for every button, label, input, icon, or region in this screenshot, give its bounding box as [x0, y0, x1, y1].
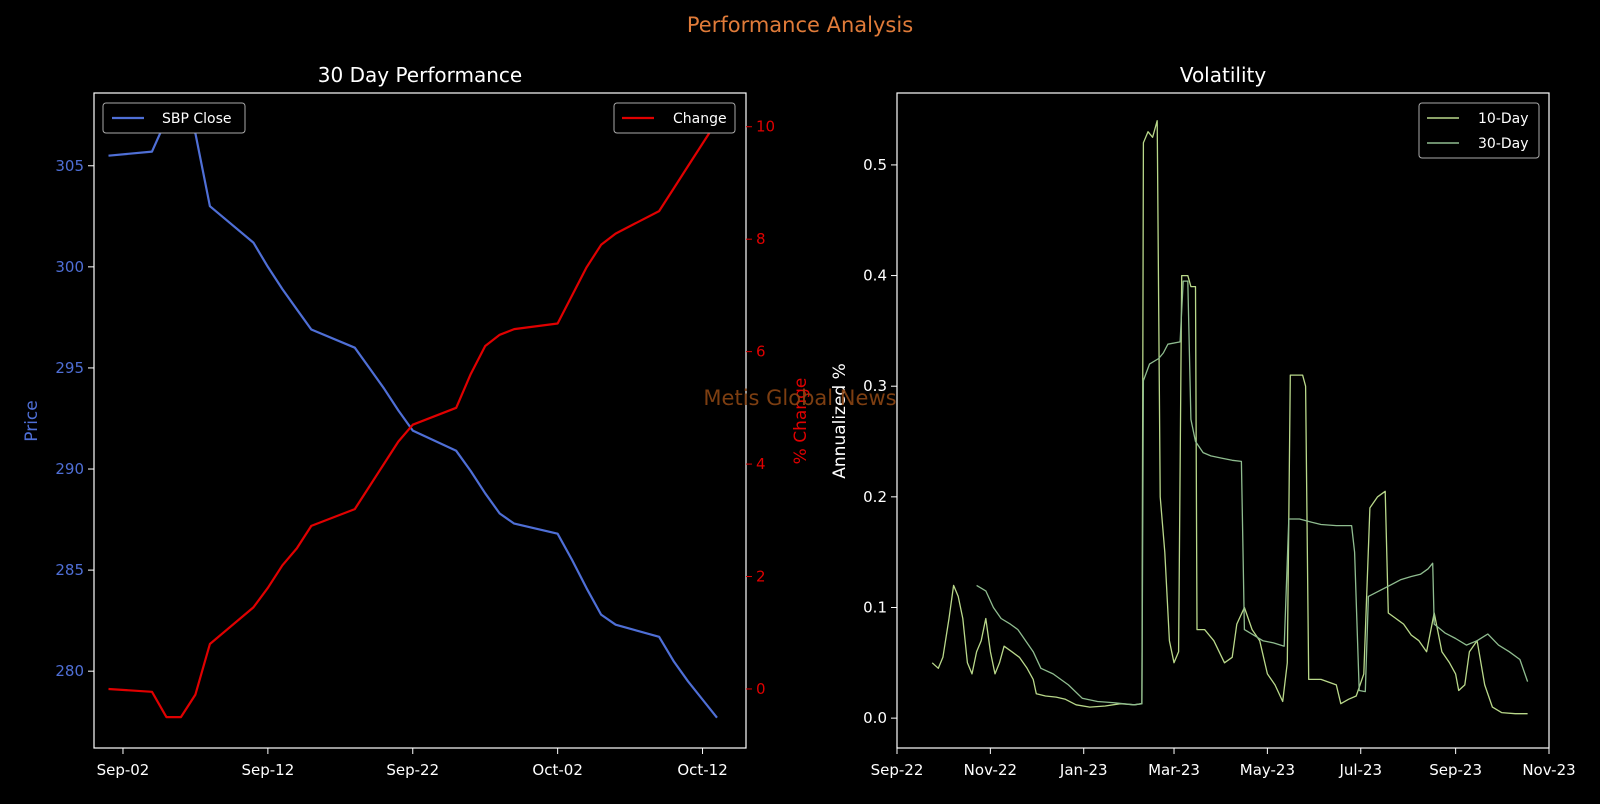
- performance-title: 30 Day Performance: [318, 63, 522, 87]
- x-tick-label: Nov-22: [964, 761, 1017, 779]
- y-tick-label: 0.2: [863, 488, 887, 506]
- volatility-panel: Volatility 0.0 0.1 0.2 0.3 0.4 0.5 Sep-22 Nov-…: [830, 63, 1576, 779]
- price-tick-label: 300: [55, 258, 84, 276]
- volatility-legend: 10-Day 30-Day: [1418, 102, 1540, 159]
- x-tick-label: Sep-23: [1429, 761, 1482, 779]
- volatility-series-layer: [931, 120, 1529, 715]
- x-tick-label: Nov-23: [1522, 761, 1575, 779]
- change-tick-label: 6: [756, 343, 766, 361]
- change-tick-label: 4: [756, 455, 766, 473]
- y-tick-label: 0.0: [863, 709, 887, 727]
- y-tick-label: 0.4: [863, 267, 887, 285]
- legend-change: Change: [613, 102, 736, 134]
- performance-x-axis-ticks: Sep-02 Sep-12 Sep-22 Oct-02 Oct-12: [97, 748, 728, 779]
- change-axis-label: % Change: [791, 378, 811, 465]
- x-tick-label: Oct-12: [677, 761, 727, 779]
- performance-plot-frame: [93, 92, 747, 749]
- volatility-x-axis-ticks: Sep-22 Nov-22 Jan-23 Mar-23 May-23 Jul-23 Sep-…: [871, 748, 1576, 779]
- series-line-10-day: [931, 120, 1528, 715]
- price-tick-label: 305: [55, 157, 84, 175]
- series-line-change: [108, 120, 718, 719]
- series-line-sbp-close: [108, 116, 718, 719]
- figure-title: Performance Analysis: [687, 13, 913, 37]
- series-line-30-day: [976, 280, 1529, 706]
- volatility-plot-frame: [896, 92, 1550, 749]
- change-tick-label: 0: [756, 680, 766, 698]
- volatility-title: Volatility: [1180, 63, 1267, 87]
- change-tick-label: 2: [756, 568, 766, 586]
- volatility-y-axis-label: Annualized %: [830, 363, 850, 479]
- x-tick-label: May-23: [1240, 761, 1295, 779]
- x-tick-label: Jan-23: [1059, 761, 1108, 779]
- legend-label-10-day: 10-Day: [1478, 111, 1529, 127]
- x-tick-label: Sep-12: [241, 761, 294, 779]
- volatility-y-axis-ticks: 0.0 0.1 0.2 0.3 0.4 0.5: [863, 156, 897, 727]
- price-axis-label: Price: [22, 400, 42, 441]
- y-tick-label: 0.1: [863, 598, 887, 616]
- x-tick-label: Sep-02: [97, 761, 150, 779]
- watermark: Metis Global News: [703, 386, 896, 410]
- x-tick-label: Sep-22: [386, 761, 439, 779]
- price-axis-ticks: 280 285 290 295 300 305: [55, 157, 94, 680]
- x-tick-label: Jul-23: [1338, 761, 1382, 779]
- performance-panel: 30 Day Performance 280 285 290 295 300 305 0 2…: [22, 63, 811, 779]
- legend-box: [102, 102, 246, 134]
- y-tick-label: 0.5: [863, 156, 887, 174]
- legend-box: [1418, 102, 1540, 159]
- x-tick-label: Mar-23: [1148, 761, 1200, 779]
- y-tick-label: 0.3: [863, 377, 887, 395]
- performance-series-layer: [108, 116, 718, 719]
- legend-box: [613, 102, 736, 134]
- price-tick-label: 285: [55, 561, 84, 579]
- price-tick-label: 295: [55, 359, 84, 377]
- legend-label-30-day: 30-Day: [1478, 136, 1529, 152]
- change-axis-ticks: 0 2 4 6 8 10: [746, 118, 775, 698]
- legend-sbp-close: SBP Close: [102, 102, 246, 134]
- price-tick-label: 280: [55, 662, 84, 680]
- x-tick-label: Oct-02: [532, 761, 582, 779]
- x-tick-label: Sep-22: [871, 761, 924, 779]
- change-tick-label: 10: [756, 118, 775, 136]
- legend-label-sbp-close: SBP Close: [162, 111, 232, 127]
- legend-label-change: Change: [673, 111, 727, 127]
- price-tick-label: 290: [55, 460, 84, 478]
- change-tick-label: 8: [756, 230, 766, 248]
